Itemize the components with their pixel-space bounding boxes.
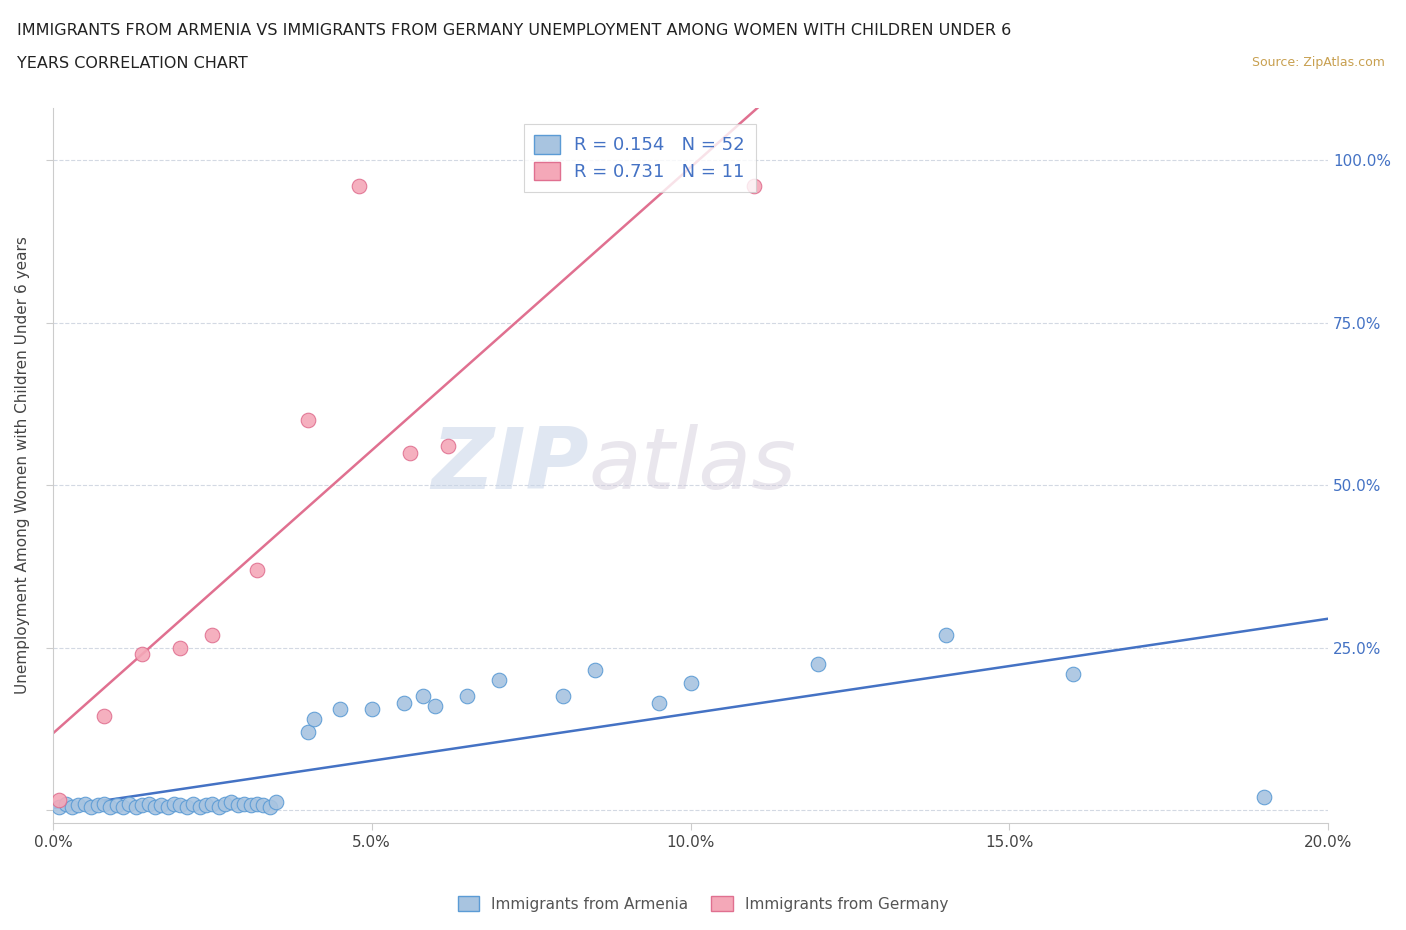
Point bbox=[246, 796, 269, 811]
Point bbox=[488, 672, 510, 687]
Point bbox=[131, 646, 153, 661]
Text: Source: ZipAtlas.com: Source: ZipAtlas.com bbox=[1251, 56, 1385, 69]
Point bbox=[163, 796, 186, 811]
Point bbox=[194, 797, 217, 812]
Point bbox=[214, 796, 236, 811]
Point bbox=[679, 676, 702, 691]
Point bbox=[93, 709, 115, 724]
Point bbox=[246, 562, 269, 577]
Legend: Immigrants from Armenia, Immigrants from Germany: Immigrants from Armenia, Immigrants from… bbox=[451, 889, 955, 918]
Text: atlas: atlas bbox=[589, 424, 797, 507]
Point bbox=[48, 793, 70, 808]
Point bbox=[73, 796, 96, 811]
Point bbox=[55, 796, 77, 811]
Text: YEARS CORRELATION CHART: YEARS CORRELATION CHART bbox=[17, 56, 247, 71]
Point bbox=[138, 796, 160, 811]
Point bbox=[208, 800, 231, 815]
Point bbox=[181, 796, 204, 811]
Point bbox=[252, 797, 274, 812]
Point bbox=[1062, 666, 1084, 681]
Point bbox=[169, 640, 191, 655]
Point bbox=[437, 439, 460, 454]
Y-axis label: Unemployment Among Women with Children Under 6 years: Unemployment Among Women with Children U… bbox=[15, 236, 30, 695]
Point bbox=[143, 800, 166, 815]
Point bbox=[188, 800, 211, 815]
Point bbox=[360, 702, 382, 717]
Point bbox=[583, 663, 606, 678]
Point bbox=[742, 179, 765, 193]
Point bbox=[48, 800, 70, 815]
Point bbox=[131, 797, 153, 812]
Point bbox=[425, 698, 447, 713]
Point bbox=[156, 800, 179, 815]
Point bbox=[125, 800, 148, 815]
Point bbox=[807, 657, 830, 671]
Point bbox=[297, 413, 319, 428]
Point bbox=[347, 179, 370, 193]
Point bbox=[304, 711, 326, 726]
Point bbox=[647, 696, 669, 711]
Legend: R = 0.154   N = 52, R = 0.731   N = 11: R = 0.154 N = 52, R = 0.731 N = 11 bbox=[523, 125, 755, 192]
Point bbox=[456, 689, 478, 704]
Point bbox=[935, 627, 957, 642]
Point bbox=[105, 797, 128, 812]
Point bbox=[264, 795, 287, 810]
Point bbox=[112, 800, 135, 815]
Point bbox=[93, 796, 115, 811]
Point bbox=[80, 800, 103, 815]
Point bbox=[399, 445, 422, 460]
Point bbox=[118, 796, 141, 811]
Point bbox=[239, 797, 262, 812]
Text: ZIP: ZIP bbox=[430, 424, 589, 507]
Point bbox=[259, 800, 281, 815]
Point bbox=[201, 627, 224, 642]
Point bbox=[221, 795, 243, 810]
Point bbox=[226, 797, 249, 812]
Point bbox=[392, 696, 415, 711]
Point bbox=[86, 797, 108, 812]
Point bbox=[150, 797, 173, 812]
Point bbox=[169, 797, 191, 812]
Point bbox=[233, 796, 256, 811]
Point bbox=[60, 800, 83, 815]
Text: IMMIGRANTS FROM ARMENIA VS IMMIGRANTS FROM GERMANY UNEMPLOYMENT AMONG WOMEN WITH: IMMIGRANTS FROM ARMENIA VS IMMIGRANTS FR… bbox=[17, 23, 1011, 38]
Point bbox=[201, 796, 224, 811]
Point bbox=[176, 800, 198, 815]
Point bbox=[551, 689, 574, 704]
Point bbox=[1253, 790, 1275, 804]
Point bbox=[98, 800, 121, 815]
Point bbox=[297, 724, 319, 739]
Point bbox=[67, 797, 90, 812]
Point bbox=[329, 702, 352, 717]
Point bbox=[412, 689, 434, 704]
